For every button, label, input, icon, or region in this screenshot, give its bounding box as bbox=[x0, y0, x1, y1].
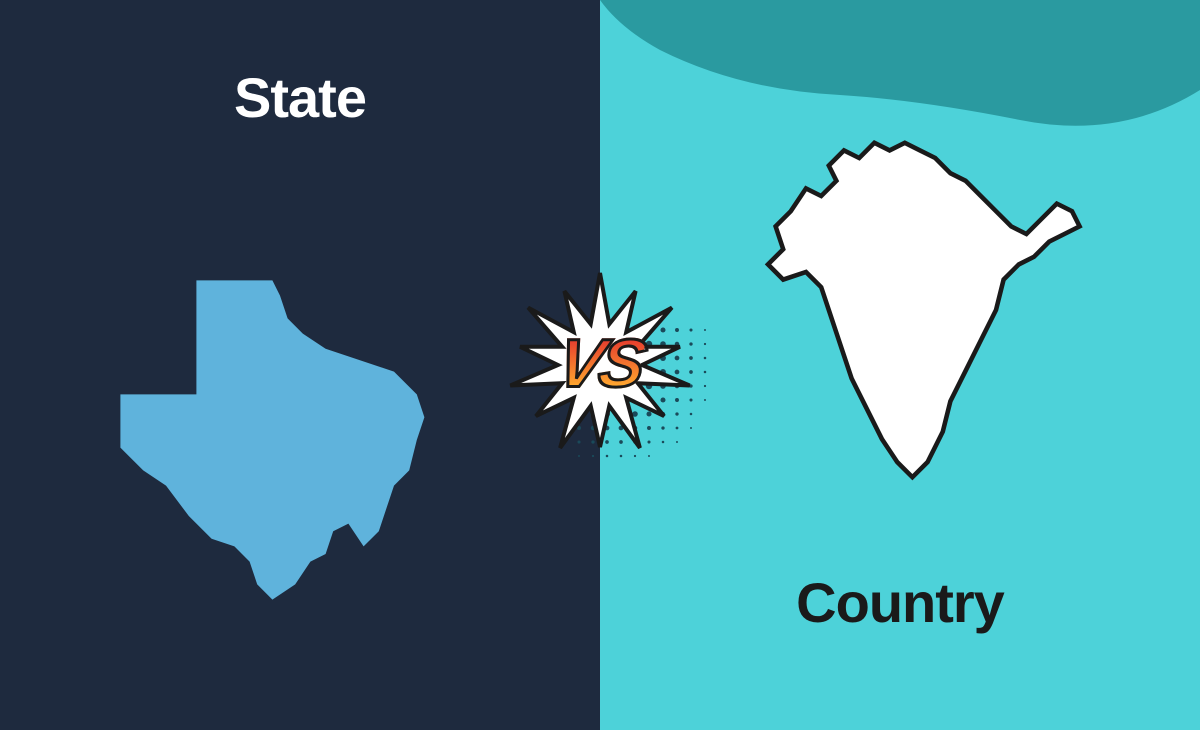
comparison-container: State Country VS bbox=[0, 0, 1200, 730]
state-title: State bbox=[234, 65, 366, 130]
texas-map-icon bbox=[90, 250, 470, 630]
vs-text: VS bbox=[552, 324, 648, 402]
india-map-icon bbox=[730, 110, 1110, 510]
country-title: Country bbox=[796, 570, 1004, 635]
